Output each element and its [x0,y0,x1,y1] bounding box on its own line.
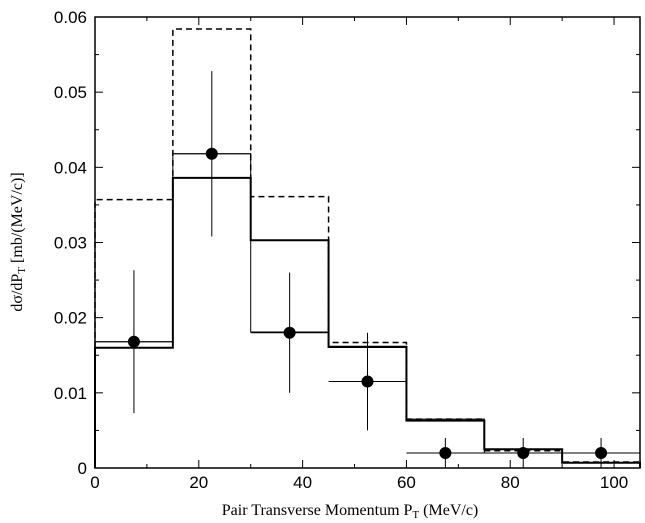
y-tick-label-6: 0.06 [54,8,87,27]
axes: 0 20 40 60 80 100 0 0.01 0.02 0.03 0.04 0.05 0.06 [54,8,641,492]
x-tick-label-40: 40 [293,473,312,492]
x-tick-label-60: 60 [397,473,416,492]
data-point-4 [361,375,374,388]
data-point-1 [127,335,140,348]
data-point-5 [439,446,452,459]
data-point-7 [595,446,608,459]
x-tick-label-0: 0 [90,473,99,492]
data-point-2 [205,147,218,160]
y-tick-label-5: 0.05 [54,83,87,102]
y-tick-label-0: 0 [78,459,87,478]
y-tick-label-4: 0.04 [54,158,87,177]
data-point-6 [517,446,530,459]
plot-content [94,28,641,468]
x-axis-title: Pair Transverse Momentum PT (MeV/c) [222,502,479,521]
y-tick-label-3: 0.03 [54,234,87,253]
x-tick-label-20: 20 [189,473,208,492]
x-tick-label-80: 80 [501,473,520,492]
y-tick-label-1: 0.01 [54,384,87,403]
y-axis-title: dσ/dPT [mb/(MeV/c)] [9,172,28,311]
y-tick-label-2: 0.02 [54,309,87,328]
data-point-3 [283,326,296,339]
x-tick-label-100: 100 [600,473,628,492]
